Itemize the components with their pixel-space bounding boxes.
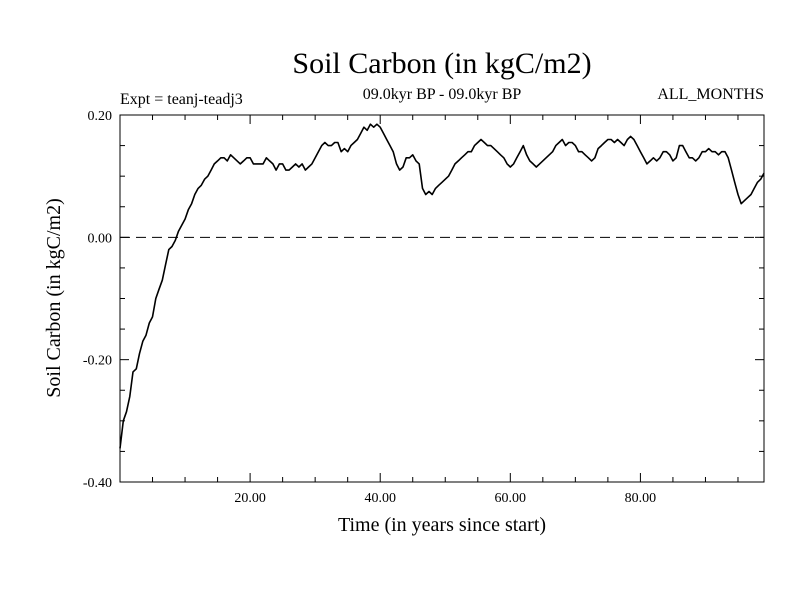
chart-title: Soil Carbon (in kgC/m2) (292, 47, 591, 80)
x-tick-label: 20.00 (234, 491, 266, 506)
y-tick-labels: -0.40 -0.20 0.00 0.20 (83, 109, 112, 491)
chart-subtitle: 09.0kyr BP - 09.0kyr BP (363, 86, 522, 103)
x-tick-label: 40.00 (364, 491, 396, 506)
y-tick-label: -0.20 (83, 354, 112, 369)
series-line (119, 123, 765, 449)
y-tick-label: -0.40 (83, 476, 112, 491)
months-label: ALL_MONTHS (657, 86, 764, 103)
x-axis-label: Time (in years since start) (338, 514, 546, 536)
y-axis-label: Soil Carbon (in kgC/m2) (43, 198, 65, 397)
x-tick-label: 60.00 (495, 491, 527, 506)
x-minor-ticks (152, 115, 739, 482)
y-minor-ticks (120, 145, 764, 452)
y-tick-label: 0.20 (88, 109, 113, 124)
x-tick-labels: 20.00 40.00 60.00 80.00 (234, 491, 656, 506)
plot-frame (119, 114, 765, 483)
expt-label: Expt = teanj-teadj3 (120, 91, 243, 108)
x-tick-label: 80.00 (625, 491, 657, 506)
y-tick-label: 0.00 (88, 231, 113, 246)
